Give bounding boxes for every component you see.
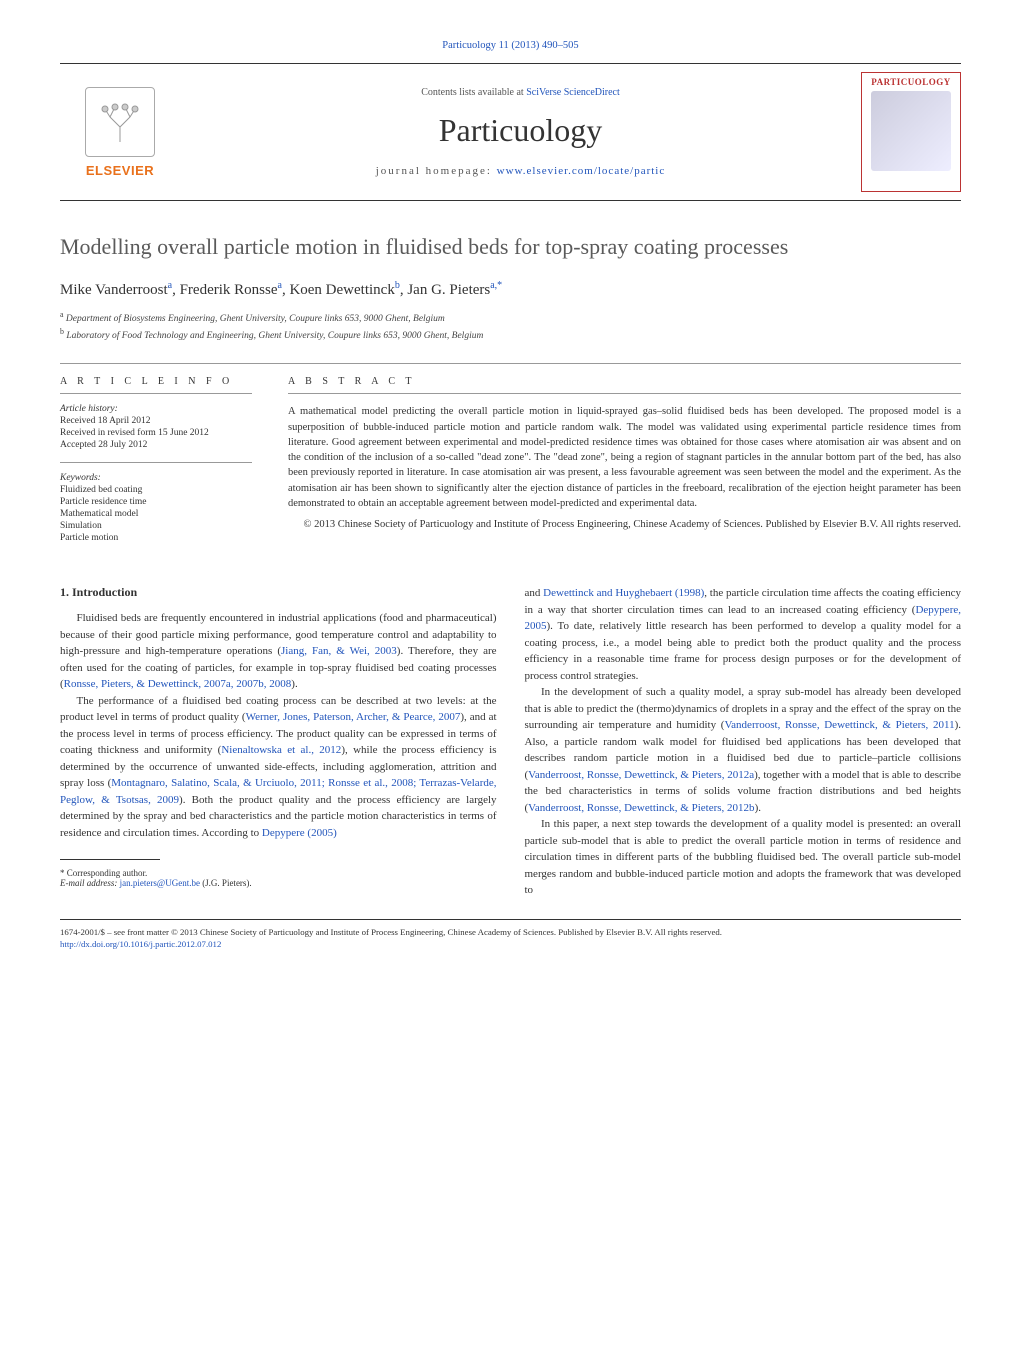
keyword: Particle motion bbox=[60, 533, 252, 543]
journal-name: Particuology bbox=[180, 112, 861, 149]
publisher-block: ELSEVIER bbox=[60, 87, 180, 178]
abstract: A B S T R A C T A mathematical model pre… bbox=[270, 364, 961, 557]
front-matter-line: 1674-2001/$ – see front matter © 2013 Ch… bbox=[60, 926, 961, 938]
footnote-divider bbox=[60, 859, 160, 860]
keyword: Fluidized bed coating bbox=[60, 485, 252, 495]
history-label: Article history: bbox=[60, 404, 252, 414]
elsevier-tree-icon bbox=[85, 87, 155, 157]
affiliations: a Department of Biosystems Engineering, … bbox=[60, 309, 961, 344]
body-paragraph: The performance of a fluidised bed coati… bbox=[60, 693, 497, 842]
citation-link[interactable]: Particuology 11 (2013) 490–505 bbox=[442, 40, 578, 51]
corresponding-author: * Corresponding author. E-mail address: … bbox=[60, 868, 497, 888]
body-paragraph: In this paper, a next step towards the d… bbox=[525, 816, 962, 899]
article-title: Modelling overall particle motion in flu… bbox=[60, 233, 961, 262]
author-list: Mike Vanderroosta, Frederik Ronssea, Koe… bbox=[60, 280, 961, 299]
abstract-heading: A B S T R A C T bbox=[288, 376, 961, 394]
citation[interactable]: Nienaltowska et al., 2012 bbox=[221, 744, 341, 756]
citation[interactable]: Werner, Jones, Paterson, Archer, & Pearc… bbox=[246, 711, 461, 723]
copyright: © 2013 Chinese Society of Particuology a… bbox=[288, 517, 961, 532]
abstract-text: A mathematical model predicting the over… bbox=[288, 404, 961, 511]
email-link[interactable]: jan.pieters@UGent.be bbox=[120, 878, 200, 888]
contents-available: Contents lists available at SciVerse Sci… bbox=[180, 87, 861, 98]
body-paragraph: and Dewettinck and Huyghebaert (1998), t… bbox=[525, 585, 962, 684]
left-column: 1. Introduction Fluidised beds are frequ… bbox=[60, 585, 497, 899]
cover-title: PARTICUOLOGY bbox=[871, 77, 951, 87]
page-footer: 1674-2001/$ – see front matter © 2013 Ch… bbox=[60, 919, 961, 951]
received-date: Received 18 April 2012 bbox=[60, 416, 252, 426]
author: Mike Vanderroost bbox=[60, 282, 168, 298]
running-header: Particuology 11 (2013) 490–505 bbox=[60, 40, 961, 51]
citation[interactable]: Vanderroost, Ronsse, Dewettinck, & Piete… bbox=[528, 769, 754, 781]
author: Jan G. Pieters bbox=[407, 282, 490, 298]
author: Frederik Ronsse bbox=[180, 282, 278, 298]
masthead: ELSEVIER Contents lists available at Sci… bbox=[60, 63, 961, 201]
citation[interactable]: Jiang, Fan, & Wei, 2003 bbox=[281, 645, 397, 657]
keyword: Simulation bbox=[60, 521, 252, 531]
citation[interactable]: Vanderroost, Ronsse, Dewettinck, & Piete… bbox=[528, 802, 754, 814]
body-paragraph: Fluidised beds are frequently encountere… bbox=[60, 610, 497, 693]
elsevier-logo: ELSEVIER bbox=[86, 163, 154, 178]
citation[interactable]: Ronsse, Pieters, & Dewettinck, 2007a, 20… bbox=[64, 678, 292, 690]
citation[interactable]: Depypere (2005) bbox=[262, 827, 337, 839]
keyword: Mathematical model bbox=[60, 509, 252, 519]
journal-homepage: journal homepage: www.elsevier.com/locat… bbox=[180, 165, 861, 177]
article-info: A R T I C L E I N F O Article history: R… bbox=[60, 364, 270, 557]
cover-thumbnail bbox=[871, 91, 951, 171]
keywords-label: Keywords: bbox=[60, 473, 252, 483]
revised-date: Received in revised form 15 June 2012 bbox=[60, 428, 252, 438]
accepted-date: Accepted 28 July 2012 bbox=[60, 440, 252, 450]
right-column: and Dewettinck and Huyghebaert (1998), t… bbox=[525, 585, 962, 899]
homepage-link[interactable]: www.elsevier.com/locate/partic bbox=[497, 165, 666, 177]
body-columns: 1. Introduction Fluidised beds are frequ… bbox=[60, 585, 961, 899]
sciencedirect-link[interactable]: SciVerse ScienceDirect bbox=[526, 87, 620, 98]
body-paragraph: In the development of such a quality mod… bbox=[525, 684, 962, 816]
citation[interactable]: Vanderroost, Ronsse, Dewettinck, & Piete… bbox=[724, 719, 954, 731]
info-abstract-row: A R T I C L E I N F O Article history: R… bbox=[60, 363, 961, 557]
masthead-center: Contents lists available at SciVerse Sci… bbox=[180, 87, 861, 177]
article-info-heading: A R T I C L E I N F O bbox=[60, 376, 252, 394]
keyword: Particle residence time bbox=[60, 497, 252, 507]
author: Koen Dewettinck bbox=[289, 282, 394, 298]
doi-link[interactable]: http://dx.doi.org/10.1016/j.partic.2012.… bbox=[60, 939, 221, 949]
section-heading: 1. Introduction bbox=[60, 585, 497, 600]
citation[interactable]: Dewettinck and Huyghebaert (1998) bbox=[543, 587, 704, 599]
journal-cover: PARTICUOLOGY bbox=[861, 72, 961, 192]
